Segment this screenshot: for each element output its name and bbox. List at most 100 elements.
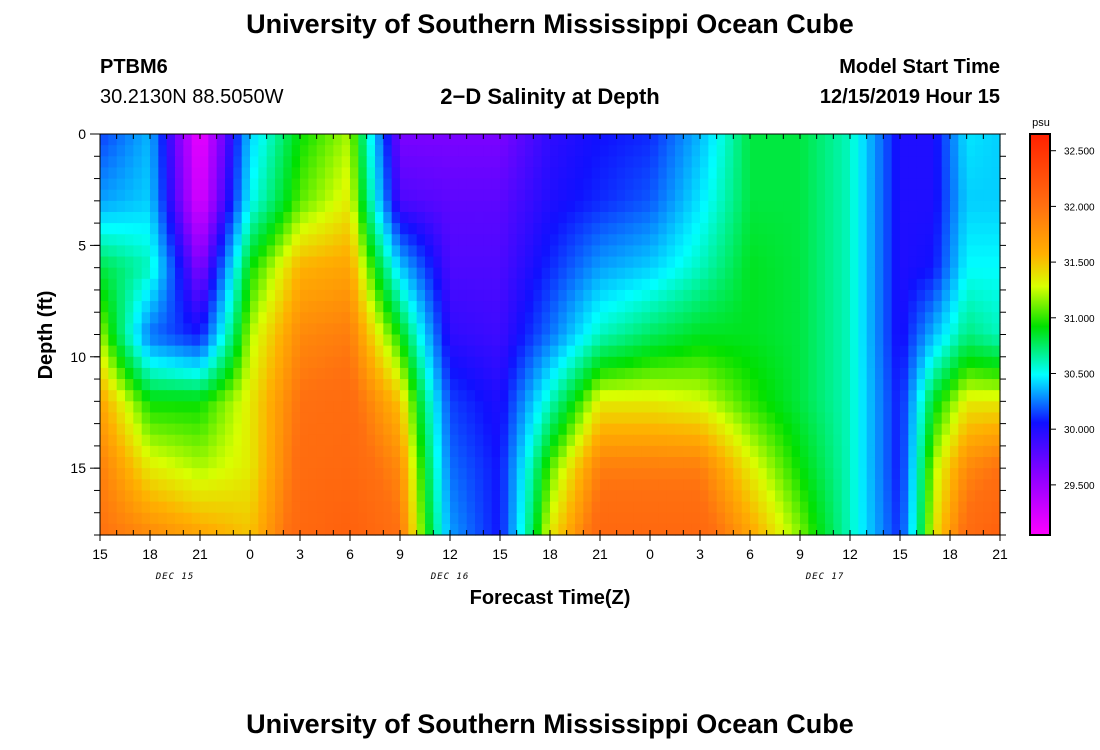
heatmap-cell [941,289,951,302]
heatmap-cell [275,178,284,191]
heatmap-cell [283,345,293,358]
heatmap-cell [383,423,393,436]
heatmap-cell [891,211,901,224]
heatmap-cell [291,211,301,224]
heatmap-cell [375,401,384,414]
heatmap-cell [758,401,768,414]
heatmap-cell [725,490,734,503]
heatmap-cell [516,134,526,146]
heatmap-cell [325,289,334,302]
heatmap-cell [983,479,993,492]
heatmap-cell [841,434,851,447]
heatmap-cell [991,401,1001,414]
heatmap-cell [383,457,393,469]
heatmap-cell [408,523,418,536]
heatmap-cell [500,145,509,157]
heatmap-cell [608,211,618,224]
station-coords: 30.2130N 88.5050W [100,86,284,108]
heatmap-cell [350,367,359,380]
heatmap-cell [600,379,609,391]
heatmap-cell [616,356,626,369]
heatmap-cell [316,334,326,347]
heatmap-cell [775,289,784,302]
heatmap-cell [683,468,693,480]
heatmap-cell [300,145,309,157]
heatmap-cell [233,189,243,202]
heatmap-cell [808,412,818,425]
heatmap-cell [325,323,334,336]
heatmap-cell [766,423,776,436]
heatmap-cell [716,301,726,313]
heatmap-cell [258,334,268,347]
heatmap-cell [483,501,493,514]
heatmap-cell [100,211,109,224]
heatmap-cell [875,412,884,425]
heatmap-cell [333,178,343,191]
heatmap-cell [641,301,651,313]
heatmap-cell [966,289,976,302]
heatmap-cell [683,501,693,514]
heatmap-cell [541,479,551,492]
heatmap-cell [950,211,959,224]
heatmap-cell [650,423,659,436]
heatmap-cell [466,379,476,391]
heatmap-cell [750,412,759,425]
heatmap-cell [833,490,843,503]
heatmap-cell [425,323,434,336]
heatmap-cell [883,390,893,402]
heatmap-cell [175,490,184,503]
colorbar-tick-label: 30.000 [1064,425,1095,436]
heatmap-cell [375,490,384,503]
heatmap-cell [641,356,651,369]
heatmap-cell [491,490,501,503]
heatmap-cell [850,490,859,503]
heatmap-cell [683,189,693,202]
heatmap-cell [100,267,109,280]
heatmap-cell [425,156,434,169]
heatmap-cell [883,189,893,202]
heatmap-cell [833,267,843,280]
heatmap-cell [958,145,968,157]
heatmap-cell [708,267,718,280]
heatmap-cell [150,211,159,224]
heatmap-cell [900,301,909,313]
heatmap-cell [166,379,176,391]
heatmap-cell [433,234,443,246]
heatmap-cell [825,301,834,313]
heatmap-cell [741,211,751,224]
heatmap-cell [741,245,751,258]
heatmap-cell [241,167,251,180]
heatmap-cell [500,178,509,191]
heatmap-cell [750,301,759,313]
heatmap-cell [700,379,709,391]
heatmap-cell [258,356,268,369]
heatmap-cell [525,345,534,358]
heatmap-cell [200,278,209,291]
heatmap-cell [700,523,709,536]
heatmap-cell [283,267,293,280]
heatmap-cell [258,412,268,425]
heatmap-cell [475,267,484,280]
heatmap-cell [275,401,284,414]
heatmap-cell [516,367,526,380]
heatmap-cell [183,345,193,358]
heatmap-cell [416,512,426,525]
heatmap-cell [533,301,543,313]
heatmap-cell [525,457,534,469]
heatmap-cell [575,245,584,258]
heatmap-cell [158,301,168,313]
heatmap-cell [216,234,226,246]
heatmap-cell [441,301,451,313]
heatmap-cell [566,145,576,157]
heatmap-cell [100,423,109,436]
heatmap-cell [516,479,526,492]
heatmap-cell [450,256,459,269]
heatmap-cell [608,323,618,336]
heatmap-cell [416,256,426,269]
heatmap-cell [658,512,668,525]
heatmap-cell [525,234,534,246]
heatmap-cell [708,301,718,313]
heatmap-cell [991,134,1001,146]
heatmap-cell [800,145,809,157]
heatmap-cell [300,234,309,246]
